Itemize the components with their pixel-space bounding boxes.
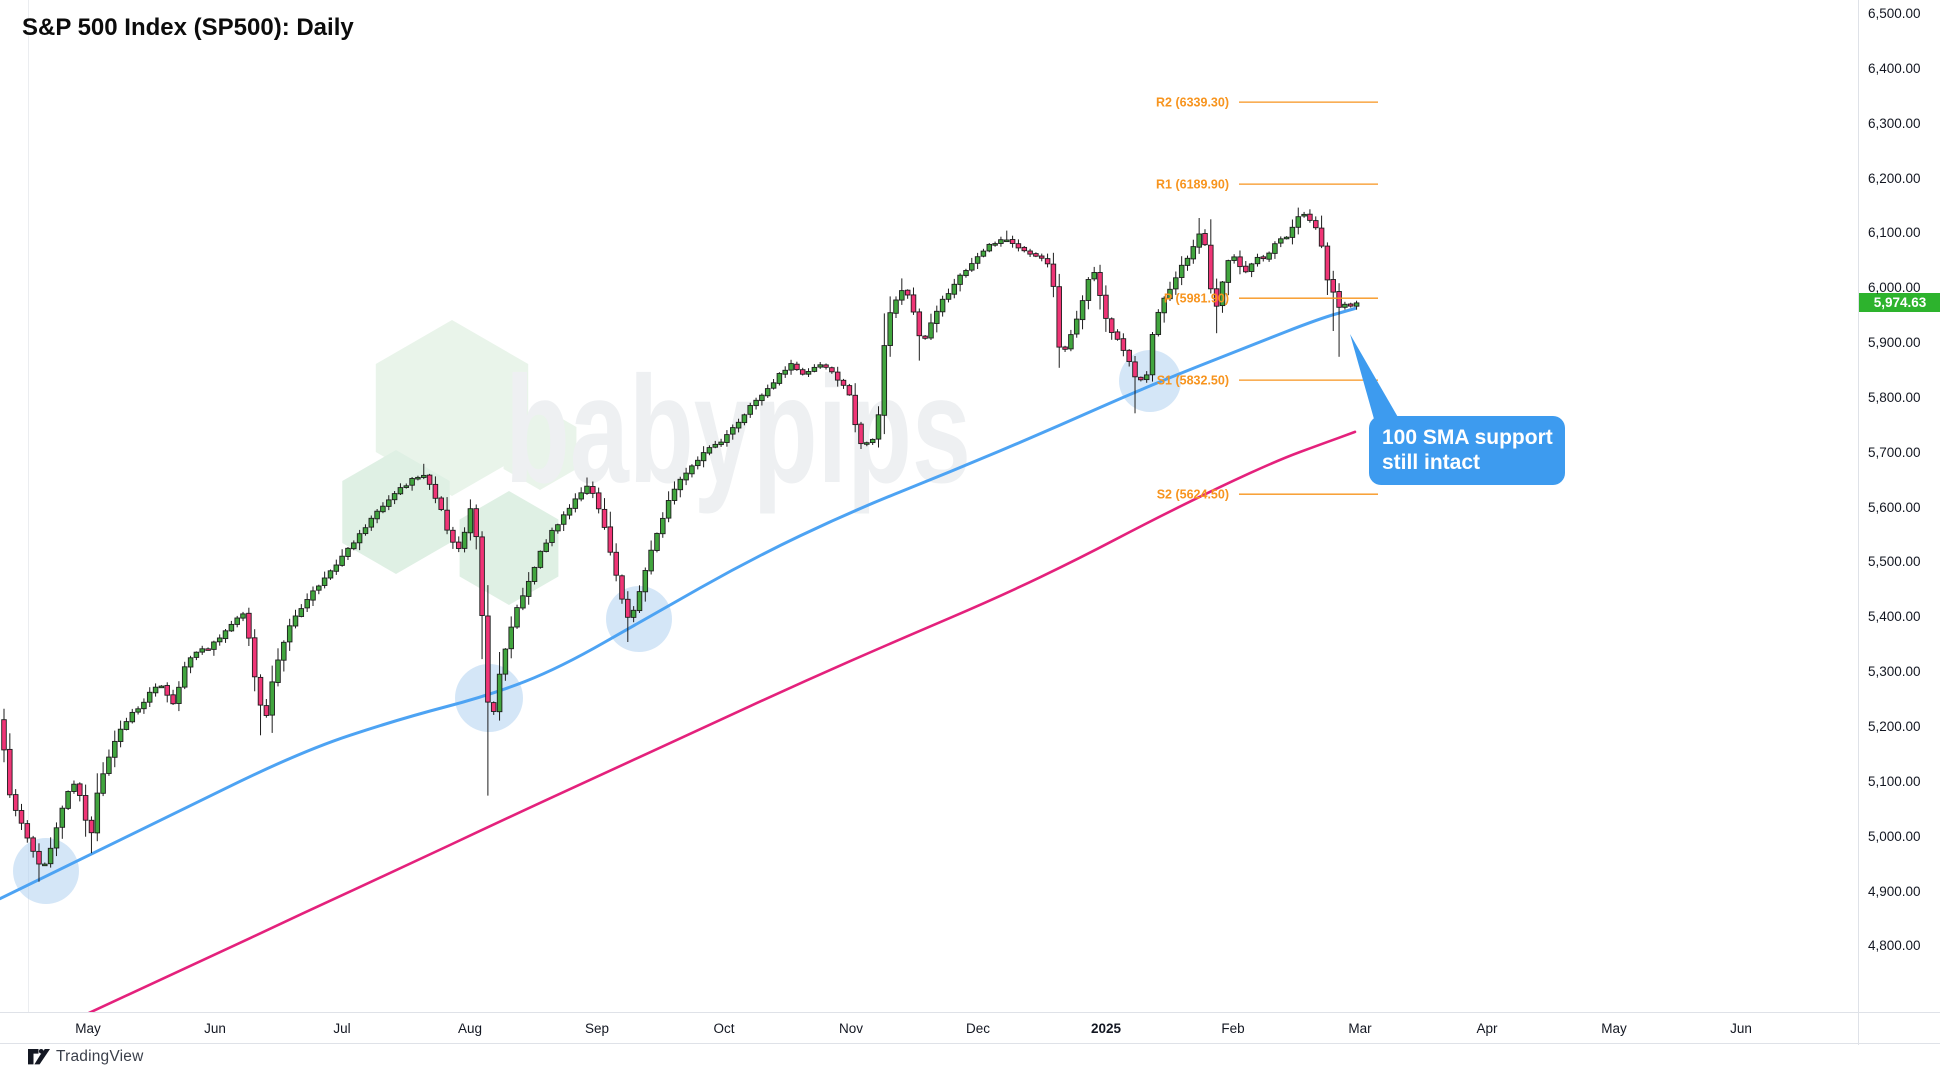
time-tick: Oct bbox=[713, 1021, 735, 1036]
callout-line-1: 100 SMA support bbox=[1382, 426, 1553, 449]
price-tick: 4,900.00 bbox=[1868, 883, 1921, 899]
sma-200-line bbox=[87, 430, 1357, 1012]
highlight-circle bbox=[13, 838, 79, 904]
pivot-label: R2 (6339.30) bbox=[1156, 96, 1229, 110]
price-tick: 6,500.00 bbox=[1868, 5, 1921, 21]
candles bbox=[1, 207, 1360, 882]
price-tick: 5,600.00 bbox=[1868, 499, 1921, 515]
time-tick: Jul bbox=[333, 1021, 351, 1036]
price-tick: 4,800.00 bbox=[1868, 938, 1921, 954]
pivot-label: S2 (5624.50) bbox=[1157, 488, 1229, 502]
sma-100-line bbox=[0, 307, 1357, 901]
price-tick: 6,100.00 bbox=[1868, 225, 1921, 241]
hexagon-watermark bbox=[503, 406, 577, 490]
time-tick: Nov bbox=[838, 1021, 864, 1036]
tradingview-logo-icon bbox=[28, 1049, 50, 1065]
price-tick: 5,500.00 bbox=[1868, 554, 1921, 570]
callout-bubble[interactable]: 100 SMA support still intact bbox=[1369, 416, 1565, 485]
price-tick: 5,900.00 bbox=[1868, 335, 1921, 351]
tradingview-logo-text: TradingView bbox=[56, 1048, 144, 1065]
page-title: S&P 500 Index (SP500): Daily bbox=[22, 14, 354, 41]
time-tick: Jun bbox=[1730, 1021, 1752, 1036]
price-tick: 6,400.00 bbox=[1868, 60, 1921, 76]
time-tick: 2025 bbox=[1090, 1021, 1122, 1036]
time-tick: May bbox=[75, 1021, 101, 1036]
price-axis[interactable]: 5,974.63 6,500.00 6,400.00 6,300.00 6,200.0… bbox=[1858, 0, 1940, 1044]
footer: TradingView bbox=[28, 1046, 144, 1068]
time-tick: Feb bbox=[1221, 1021, 1245, 1036]
axis-corner-divider bbox=[1858, 1013, 1859, 1045]
price-tick: 5,300.00 bbox=[1868, 664, 1921, 680]
callout-line-2: still intact bbox=[1382, 451, 1481, 474]
time-tick: Dec bbox=[965, 1021, 991, 1036]
price-tick: 6,200.00 bbox=[1868, 170, 1921, 186]
price-tick: 5,800.00 bbox=[1868, 389, 1921, 405]
price-tick: 5,100.00 bbox=[1868, 773, 1921, 789]
time-tick: Mar bbox=[1348, 1021, 1372, 1036]
time-tick: Apr bbox=[1476, 1021, 1498, 1036]
last-price-badge: 5,974.63 bbox=[1859, 292, 1940, 312]
time-tick: Sep bbox=[584, 1021, 610, 1036]
pivot-label: R1 (6189.90) bbox=[1156, 178, 1229, 192]
time-tick: Aug bbox=[457, 1021, 483, 1036]
hexagon-watermark bbox=[342, 450, 450, 574]
price-tick: 5,700.00 bbox=[1868, 444, 1921, 460]
hexagon-watermark bbox=[375, 320, 529, 496]
price-tick: 5,200.00 bbox=[1868, 719, 1921, 735]
price-tick: 6,300.00 bbox=[1868, 115, 1921, 131]
price-tick: 6,000.00 bbox=[1868, 280, 1921, 296]
time-tick: May bbox=[1601, 1021, 1627, 1036]
highlight-circle bbox=[606, 586, 672, 652]
price-chart[interactable]: babypips R2 (6339.30) R1 (6189.90) P (5981.… bbox=[0, 0, 1858, 1012]
pivot-label: P (5981.90) bbox=[1164, 292, 1229, 306]
time-tick: Jun bbox=[204, 1021, 226, 1036]
pivot-label: S1 (5832.50) bbox=[1157, 374, 1229, 388]
babypips-watermark: babypips bbox=[505, 345, 971, 515]
time-axis[interactable]: May Jun Jul Aug Sep Oct Nov Dec 2025 Feb Mar Apr May… bbox=[0, 1012, 1940, 1045]
price-tick: 5,400.00 bbox=[1868, 609, 1921, 625]
callout-tail bbox=[1350, 334, 1399, 419]
price-tick: 5,000.00 bbox=[1868, 828, 1921, 844]
